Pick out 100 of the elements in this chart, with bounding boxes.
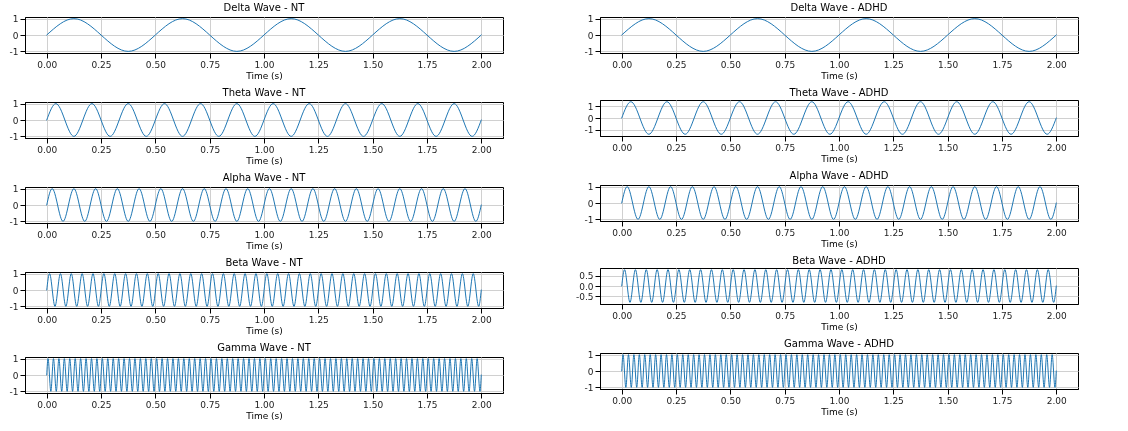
x-tick-label: 0.75	[200, 229, 221, 240]
chart-title: Gamma Wave - ADHD	[784, 337, 895, 349]
y-tick-label: 0	[12, 30, 19, 41]
x-tick-label: 1.75	[992, 59, 1013, 70]
chart-title: Alpha Wave - ADHD	[789, 169, 889, 181]
x-tick-label: 1.75	[992, 395, 1013, 406]
x-tick-label: 0.50	[720, 310, 742, 321]
chart-title: Beta Wave - NT	[225, 256, 304, 268]
chart-title: Alpha Wave - NT	[222, 171, 307, 183]
x-tick-label: 0.00	[612, 310, 633, 321]
x-tick-label: 0.25	[91, 229, 112, 240]
x-tick-label: 1.50	[363, 399, 384, 410]
x-tick-label: 0.25	[91, 314, 112, 325]
x-tick-label: 1.00	[829, 59, 850, 70]
chart-title: Gamma Wave - NT	[217, 341, 312, 353]
x-tick-label: 0.75	[775, 395, 796, 406]
x-tick-label: 1.50	[363, 229, 384, 240]
y-tick-label: 1	[587, 350, 594, 361]
x-tick-label: 0.00	[37, 144, 58, 155]
x-tick-label: 2.00	[1046, 310, 1068, 321]
x-tick-label: 1.00	[829, 310, 850, 321]
chart-title: Theta Wave - ADHD	[788, 87, 889, 98]
x-axis-title: Time (s)	[245, 325, 283, 336]
x-tick-label: 2.00	[1046, 142, 1068, 153]
x-tick-label: 1.50	[363, 59, 384, 70]
y-tick-label: 0	[587, 198, 594, 209]
x-tick-label: 2.00	[471, 399, 493, 410]
chart-title: Delta Wave - ADHD	[790, 1, 888, 13]
x-tick-label: 0.75	[775, 227, 796, 238]
chart-title: Beta Wave - ADHD	[792, 255, 886, 266]
x-tick-label: 0.00	[612, 59, 633, 70]
x-tick-label: 1.25	[883, 395, 904, 406]
y-tick-label: 1	[12, 14, 19, 25]
x-tick-label: 1.00	[254, 399, 275, 410]
x-tick-label: 1.00	[254, 314, 275, 325]
x-tick-label: 1.25	[308, 399, 329, 410]
x-tick-label: 0.00	[37, 314, 58, 325]
y-tick-label: -1	[9, 301, 19, 312]
x-tick-label: 1.75	[417, 229, 438, 240]
y-tick-label: 0	[587, 30, 594, 41]
chart-title: Theta Wave - NT	[221, 86, 307, 98]
x-tick-label: 1.25	[308, 59, 329, 70]
y-tick-label: 1	[587, 182, 594, 193]
y-tick-label: -1	[9, 131, 19, 142]
x-tick-label: 0.75	[200, 59, 221, 70]
x-tick-label: 2.00	[1046, 395, 1068, 406]
x-tick-label: 1.50	[363, 314, 384, 325]
x-tick-label: 1.25	[308, 144, 329, 155]
y-tick-label: -1	[584, 125, 594, 136]
x-tick-label: 0.50	[145, 399, 167, 410]
y-tick-label: 0.0	[579, 281, 594, 292]
x-tick-label: 1.50	[938, 59, 959, 70]
x-axis-title: Time (s)	[820, 70, 858, 81]
x-tick-label: 0.50	[145, 229, 167, 240]
x-tick-label: 1.00	[254, 229, 275, 240]
x-tick-label: 1.75	[417, 399, 438, 410]
x-tick-label: 0.75	[200, 399, 221, 410]
y-tick-label: 0	[12, 115, 19, 126]
y-tick-label: -1	[584, 46, 594, 57]
x-tick-label: 0.75	[775, 142, 796, 153]
y-tick-label: 1	[587, 14, 594, 25]
x-tick-label: 0.50	[720, 227, 742, 238]
x-tick-label: 0.00	[37, 229, 58, 240]
x-tick-label: 0.00	[612, 142, 633, 153]
x-tick-label: 2.00	[471, 144, 493, 155]
x-tick-label: 1.25	[883, 310, 904, 321]
x-tick-label: 0.50	[145, 144, 167, 155]
x-axis-title: Time (s)	[245, 70, 283, 81]
x-tick-label: 1.25	[308, 314, 329, 325]
x-tick-label: 2.00	[471, 59, 493, 70]
y-tick-label: -1	[9, 216, 19, 227]
x-tick-label: 2.00	[471, 314, 493, 325]
x-tick-label: 0.00	[37, 59, 58, 70]
x-tick-label: 1.00	[829, 142, 850, 153]
x-tick-label: 1.75	[992, 310, 1013, 321]
x-tick-label: 0.25	[666, 310, 687, 321]
chart-title: Delta Wave - NT	[223, 1, 306, 13]
x-tick-label: 0.25	[666, 142, 687, 153]
y-tick-label: -1	[584, 382, 594, 393]
x-axis-title: Time (s)	[245, 410, 283, 421]
y-tick-label: 1	[587, 101, 594, 112]
x-tick-label: 1.25	[883, 142, 904, 153]
x-tick-label: 0.25	[666, 227, 687, 238]
x-tick-label: 2.00	[1046, 227, 1068, 238]
x-tick-label: 1.00	[254, 144, 275, 155]
y-tick-label: -1	[9, 46, 19, 57]
x-axis-title: Time (s)	[245, 155, 283, 166]
y-tick-label: -1	[584, 214, 594, 225]
x-tick-label: 0.00	[612, 395, 633, 406]
y-tick-label: 0	[12, 370, 19, 381]
x-tick-label: 1.75	[417, 59, 438, 70]
x-tick-label: 0.00	[612, 227, 633, 238]
y-tick-label: 1	[12, 184, 19, 195]
x-tick-label: 0.75	[775, 310, 796, 321]
x-tick-label: 1.25	[883, 59, 904, 70]
x-tick-label: 1.25	[308, 229, 329, 240]
x-tick-label: 1.75	[992, 142, 1013, 153]
x-axis-title: Time (s)	[820, 406, 858, 417]
y-tick-label: 0.5	[579, 271, 594, 282]
y-tick-label: 0	[12, 285, 19, 296]
